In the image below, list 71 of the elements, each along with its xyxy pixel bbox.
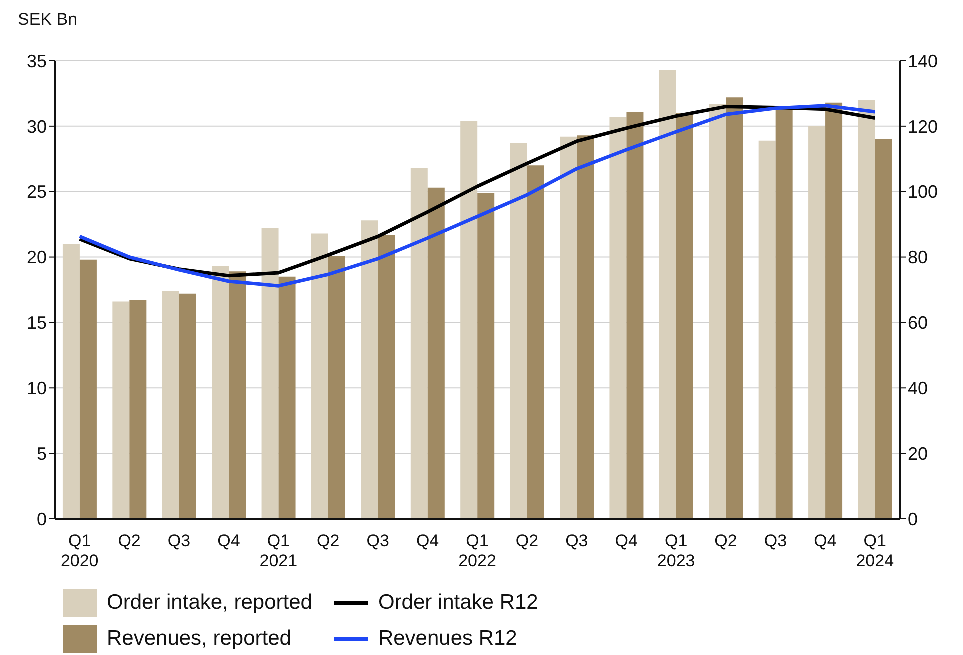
bar [62, 244, 80, 519]
y-tick-label: 30 [26, 116, 47, 137]
y-tick-label: 10 [26, 378, 47, 399]
bar [577, 136, 594, 519]
legend-label: Order intake, reported [107, 591, 312, 615]
y-tick-label: 20 [26, 248, 47, 268]
x-tick-label: Q2 [516, 531, 539, 550]
bar [112, 302, 130, 519]
bar [278, 276, 296, 519]
legend-label: Order intake R12 [378, 591, 538, 615]
y2-tick-label: 140 [908, 51, 938, 72]
bar [826, 102, 843, 519]
y2-tick-label: 80 [908, 248, 928, 268]
bar [262, 228, 279, 519]
bar [212, 266, 230, 519]
bar [410, 168, 428, 519]
bar [130, 300, 147, 519]
bar [626, 112, 644, 519]
x-tick-label: Q1 2024 [856, 531, 894, 571]
x-tick-label: Q4 [615, 531, 638, 550]
bar [428, 188, 445, 519]
bar [510, 143, 528, 519]
y2-tick-label: 20 [908, 444, 928, 464]
x-tick-label: Q1 2021 [260, 531, 298, 571]
x-tick-label: Q3 [366, 531, 390, 550]
bar [709, 104, 726, 519]
x-tick-label: Q4 [814, 531, 837, 550]
legend-label: Revenues R12 [378, 627, 518, 651]
bar [808, 126, 826, 519]
bar [378, 235, 396, 519]
y-tick-label: 15 [26, 313, 47, 334]
y2-tick-label: 120 [908, 116, 938, 137]
bar [229, 272, 246, 519]
bar [80, 260, 97, 519]
bar [311, 234, 328, 519]
bar [659, 70, 676, 519]
bar [361, 220, 378, 519]
x-tick-label: Q3 [764, 531, 788, 550]
y-tick-label: 25 [26, 182, 47, 202]
bar [875, 140, 892, 519]
x-tick-label: Q1 2023 [657, 531, 696, 571]
bar [726, 98, 744, 519]
bar [162, 291, 180, 519]
x-tick-label: Q1 2022 [458, 531, 496, 571]
bar [527, 166, 544, 519]
bar [328, 256, 346, 519]
y-tick-label: 5 [36, 444, 47, 464]
bar [460, 121, 478, 519]
bar [758, 140, 776, 519]
x-tick-label: Q4 [218, 531, 240, 550]
y2-tick-label: 40 [908, 378, 928, 399]
x-tick-label: Q2 [317, 531, 340, 550]
y-tick-label: 0 [36, 509, 47, 530]
x-tick-label: Q1 2020 [60, 531, 99, 571]
x-tick-label: Q3 [168, 531, 191, 550]
x-tick-label: Q3 [566, 531, 588, 550]
y2-tick-label: 100 [908, 182, 938, 202]
x-tick-label: Q2 [118, 531, 141, 550]
x-tick-label: Q4 [416, 531, 440, 550]
legend-label: Revenues, reported [107, 627, 292, 651]
y-axis-title: SEK Bn [18, 10, 78, 30]
bar [560, 136, 578, 519]
bar [610, 117, 627, 519]
y2-tick-label: 0 [908, 509, 918, 530]
bar [858, 100, 876, 519]
bar [478, 193, 495, 519]
y-tick-label: 35 [26, 51, 47, 72]
y2-tick-label: 60 [908, 313, 928, 334]
bar [676, 113, 694, 519]
bar [179, 294, 196, 519]
x-tick-label: Q2 [714, 531, 738, 550]
